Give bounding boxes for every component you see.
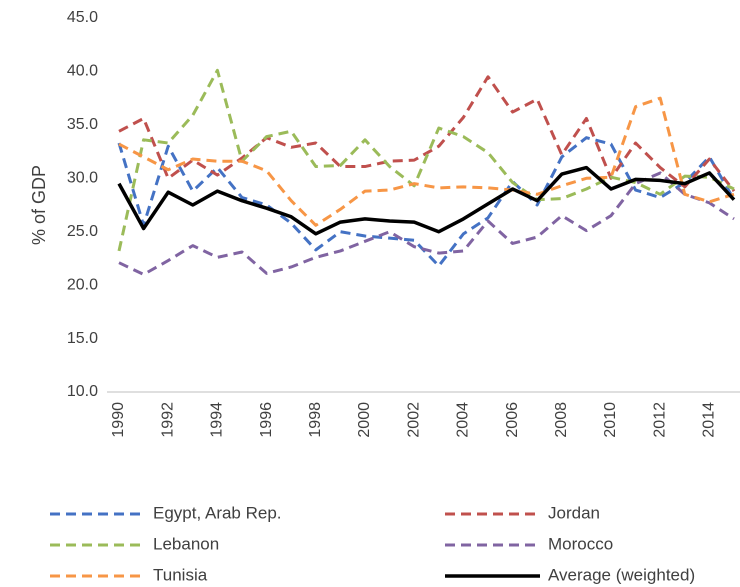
series-line xyxy=(118,96,735,227)
series-line xyxy=(117,136,736,268)
x-tick-label: 2010 xyxy=(602,402,619,438)
series-line xyxy=(118,171,735,276)
x-tick-label: 2002 xyxy=(405,402,422,438)
x-tick-label: 2012 xyxy=(651,402,668,438)
y-tick-label: 40.0 xyxy=(67,63,98,80)
x-tick-label: 2000 xyxy=(356,402,373,438)
y-tick-label: 20.0 xyxy=(67,276,98,293)
x-tick-label: 1994 xyxy=(209,402,226,438)
y-tick-label: 15.0 xyxy=(67,330,98,347)
x-tick-label: 2004 xyxy=(455,402,472,438)
legend-label: Tunisia xyxy=(153,565,208,584)
series-line xyxy=(117,165,736,236)
legend-label: Average (weighted) xyxy=(548,565,695,584)
x-tick-label: 1996 xyxy=(258,402,275,438)
legend-label: Jordan xyxy=(548,503,600,522)
y-tick-label: 45.0 xyxy=(67,9,98,26)
x-tick-label: 2006 xyxy=(504,402,521,438)
x-tick-label: 1998 xyxy=(307,402,324,438)
y-tick-label: 35.0 xyxy=(67,116,98,133)
y-tick-label: 30.0 xyxy=(67,170,98,187)
y-tick-label: 10.0 xyxy=(67,383,98,400)
y-axis-label: % of GDP xyxy=(29,165,49,245)
x-tick-label: 2014 xyxy=(701,402,718,438)
legend-label: Lebanon xyxy=(153,534,219,553)
legend-label: Morocco xyxy=(548,534,613,553)
y-tick-label: 25.0 xyxy=(67,223,98,240)
x-tick-label: 1992 xyxy=(159,402,176,438)
series-line xyxy=(118,75,736,193)
x-tick-label: 2008 xyxy=(553,402,570,438)
x-tick-label: 1990 xyxy=(110,402,127,438)
legend-label: Egypt, Arab Rep. xyxy=(153,503,282,522)
